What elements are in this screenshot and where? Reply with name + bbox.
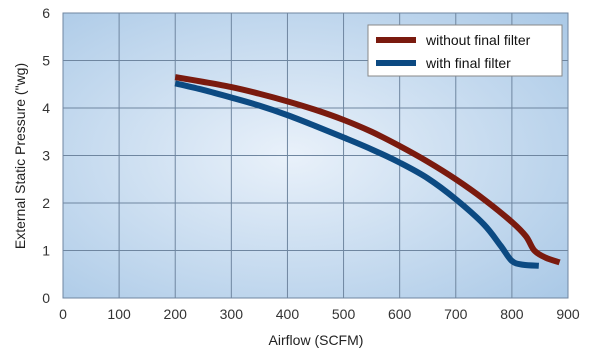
x-axis-label: Airflow (SCFM) [269,332,364,348]
x-tick-label: 900 [556,306,580,322]
series-group [174,74,561,269]
legend-box [367,24,563,77]
x-tick-label: 200 [164,306,188,322]
legend: without final filter with final filter [367,24,563,77]
y-tick-label: 6 [42,5,50,21]
plot-border [62,12,569,299]
series-line-with-final-filter [174,80,540,269]
y-tick-label: 4 [42,100,50,116]
y-tick-label: 5 [42,53,50,69]
y-tick-label: 1 [42,243,50,259]
x-tick-label: 300 [220,306,244,322]
x-tick-label: 0 [59,306,67,322]
x-tick-label: 500 [332,306,356,322]
x-tick-label: 400 [276,306,300,322]
legend-label-without-final-filter: without final filter [425,32,531,48]
legend-label-with-final-filter: with final filter [425,55,511,71]
series-line-without-final-filter [174,74,561,266]
x-tick-label: 100 [107,306,131,322]
x-tick-label: 800 [500,306,524,322]
x-tick-label: 700 [444,306,468,322]
y-tick-label: 0 [42,290,50,306]
x-tick-label: 600 [388,306,412,322]
y-tick-label: 2 [42,195,50,211]
tick-labels: 0 100 200 300 400 500 600 700 800 900 0 1 2 3 4 5 6 [42,5,580,322]
y-axis-label: External Static Pressure ("wg) [12,63,28,249]
y-tick-label: 3 [42,148,50,164]
